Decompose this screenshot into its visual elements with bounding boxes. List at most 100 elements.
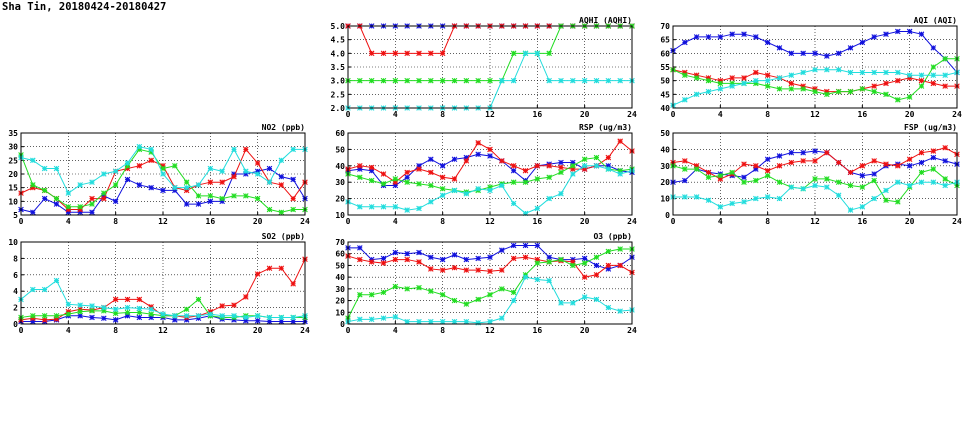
rsp-point-red — [368, 164, 375, 171]
no2-point-cyan — [290, 146, 296, 153]
o3-point-red — [605, 262, 612, 269]
fsp-point-green — [729, 169, 735, 176]
aqi-xtick-label: 0 — [671, 110, 676, 119]
so2-point-red — [266, 265, 273, 272]
o3-xtick-label: 20 — [580, 326, 590, 335]
aqhi-xtick-label: 24 — [627, 110, 637, 119]
aqi-ytick-label: 50 — [660, 77, 670, 86]
so2-ytick-label: 10 — [8, 238, 18, 247]
fsp-point-green — [942, 176, 948, 182]
no2-line-red — [20, 148, 306, 211]
so2-point-cyan — [195, 313, 202, 319]
fsp-point-blue — [764, 156, 771, 163]
no2-ytick-label: 20 — [8, 170, 18, 179]
aqhi-point-green — [439, 77, 446, 84]
o3-xtick-label: 24 — [627, 326, 637, 335]
o3-ytick-label: 20 — [335, 297, 345, 306]
aqi-point-red — [764, 72, 771, 78]
no2-point-blue — [77, 209, 83, 216]
aqi-point-green — [705, 77, 712, 84]
o3-point-cyan — [404, 318, 410, 325]
no2-point-blue — [219, 198, 225, 205]
aqi-point-red — [895, 77, 901, 84]
aqi-point-cyan — [835, 66, 842, 73]
rsp-xtick-label: 20 — [580, 217, 590, 226]
rsp-point-cyan — [451, 187, 458, 194]
o3-point-blue — [416, 249, 422, 256]
aqhi-point-cyan — [534, 50, 541, 57]
rsp-point-cyan — [416, 205, 422, 212]
rsp-title: RSP (ug/m3) — [579, 123, 632, 132]
so2-point-red — [112, 296, 119, 303]
aqhi-ytick-label: 3.0 — [331, 77, 346, 86]
o3-series-red — [345, 253, 635, 280]
rsp-point-red — [534, 163, 541, 169]
rsp-point-blue — [558, 159, 564, 166]
no2-xtick-label: 12 — [158, 217, 168, 226]
o3-point-blue — [404, 250, 410, 257]
o3-ytick-label: 10 — [335, 308, 345, 317]
fsp-point-cyan — [930, 179, 937, 185]
rsp-point-red — [357, 163, 363, 169]
fsp-point-red — [859, 163, 866, 169]
rsp-chart: RSP (ug/m3) 0 4 8 12 16 20 24 10 20 30 40 50 60 — [335, 123, 637, 226]
rsp-point-green — [439, 185, 446, 192]
aqi-point-green — [812, 88, 818, 95]
o3-point-cyan — [451, 318, 458, 325]
fsp-point-green — [871, 177, 877, 184]
so2-xtick-label: 16 — [206, 326, 216, 335]
aqi-point-green — [895, 97, 901, 103]
fsp-point-red — [800, 158, 806, 164]
no2-ytick-label: 10 — [8, 197, 18, 206]
aqhi-point-cyan — [499, 77, 505, 84]
o3-point-red — [593, 272, 600, 278]
o3-ytick-label: 40 — [335, 273, 345, 282]
fsp-plot-frame — [672, 132, 958, 216]
o3-grid — [348, 242, 632, 324]
aqi-point-green — [682, 72, 688, 78]
o3-point-cyan — [416, 318, 422, 325]
no2-point-green — [101, 190, 107, 196]
no2-point-red — [148, 157, 154, 164]
rsp-point-cyan — [404, 207, 410, 213]
rsp-point-red — [428, 169, 434, 176]
fsp-point-red — [717, 176, 724, 182]
so2-point-green — [195, 296, 202, 303]
rsp-point-blue — [510, 167, 517, 174]
rsp-point-blue — [570, 159, 576, 166]
aqi-point-cyan — [693, 91, 700, 98]
rsp-point-green — [416, 181, 422, 187]
rsp-plot-frame — [347, 132, 633, 216]
rsp-point-blue — [392, 182, 399, 189]
so2-point-cyan — [172, 313, 178, 319]
o3-point-green — [487, 291, 493, 298]
o3-point-green — [439, 291, 446, 298]
no2-point-blue — [124, 176, 131, 183]
so2-series-cyan — [18, 277, 308, 321]
fsp-ytick-label: 10 — [660, 195, 670, 204]
o3-point-red — [487, 268, 493, 275]
no2-point-red — [219, 179, 225, 185]
so2-point-blue — [172, 317, 178, 323]
no2-point-red — [89, 195, 95, 202]
fsp-point-green — [764, 172, 771, 179]
aqhi-ytick-label: 4.5 — [331, 36, 346, 45]
no2-point-cyan — [148, 146, 154, 153]
so2-point-cyan — [219, 313, 225, 319]
aqhi-title: AQHI (AQHI) — [579, 16, 632, 25]
fsp-point-blue — [918, 159, 925, 166]
no2-point-blue — [243, 171, 249, 177]
so2-point-red — [148, 303, 154, 310]
fsp-point-green — [693, 166, 700, 172]
aqhi-ytick-label: 3.5 — [331, 63, 346, 72]
aqi-point-green — [871, 88, 877, 95]
fsp-point-green — [741, 179, 747, 185]
no2-point-blue — [172, 187, 178, 194]
rsp-point-red — [463, 158, 470, 164]
fsp-point-red — [883, 161, 889, 167]
so2-point-cyan — [183, 313, 190, 319]
no2-point-green — [112, 182, 119, 188]
no2-point-red — [231, 173, 237, 180]
no2-point-green — [77, 204, 83, 210]
aqi-point-blue — [895, 28, 901, 35]
